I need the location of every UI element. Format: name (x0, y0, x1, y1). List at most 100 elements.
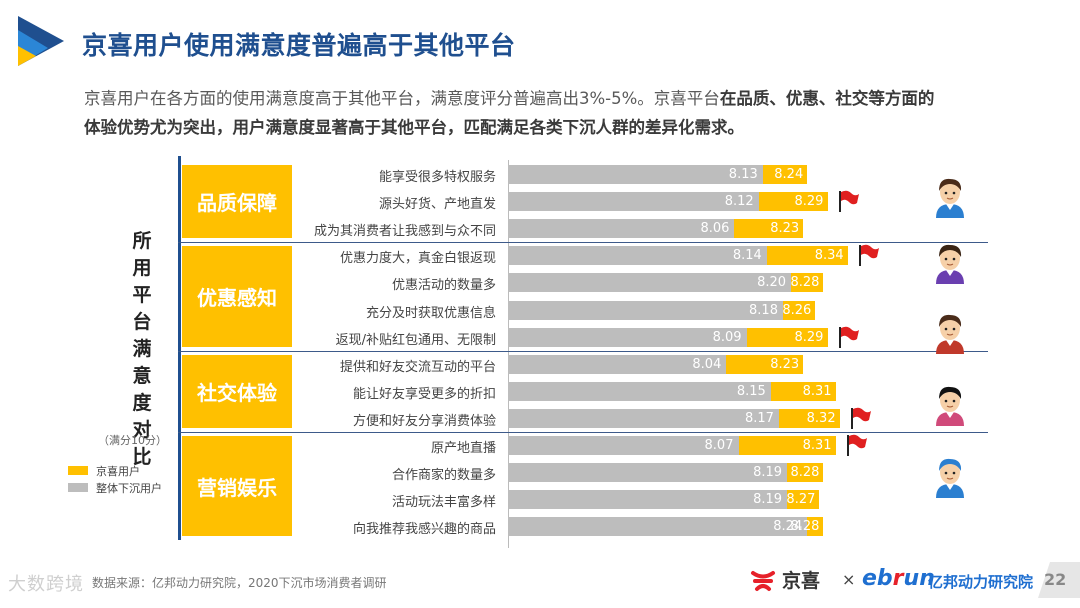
row-label: 活动玩法丰富多样 (391, 495, 496, 511)
value-label-jingxi: 8.29 (794, 329, 824, 345)
jingxi-logo-icon (751, 570, 775, 591)
value-label-jingxi: 8.34 (814, 248, 844, 264)
value-label-jingxi: 8.32 (806, 410, 836, 426)
brand-logo-icon (18, 16, 64, 66)
bar-overall (508, 381, 771, 401)
row-label: 优惠力度大，真金白银返现 (339, 251, 496, 267)
category-box-4: 营销娱乐 (182, 436, 292, 537)
value-label-overall: 8.09 (712, 329, 742, 345)
row-label: 返现/补贴红包通用、无限制 (335, 332, 496, 348)
red-flag-icon (838, 190, 859, 213)
vertical-axis-label: 所用平台满意度对比 (132, 230, 152, 468)
institute-name: 亿邦动力研究院 (928, 573, 1034, 591)
row-label: 合作商家的数量多 (391, 468, 496, 484)
legend-item-overall: 整体下沉用户 (68, 479, 162, 496)
legend-swatch-overall (68, 483, 88, 492)
row-label: 方便和好友分享消费体验 (352, 413, 496, 429)
collab-times: × (842, 570, 856, 589)
value-label-overall: 8.07 (704, 438, 734, 453)
ebrun-part-1: eb (862, 566, 893, 591)
row-label: 能让好友享受更多的折扣 (352, 386, 496, 402)
value-label-overall: 8.17 (744, 410, 774, 426)
row-label: 优惠活动的数量多 (391, 278, 496, 294)
ebrun-part-3: un (903, 566, 935, 591)
bar-overall (508, 300, 784, 320)
category-divider-line (178, 156, 181, 541)
category-separator (178, 431, 988, 433)
value-label-overall: 8.24 (773, 519, 803, 535)
value-label-overall: 8.14 (732, 248, 762, 264)
ebrun-brand: ebrun (862, 566, 935, 591)
value-label-overall: 8.20 (757, 275, 787, 291)
red-flag-icon (838, 326, 859, 348)
value-label-jingxi: 8.28 (790, 519, 820, 535)
category-separator (178, 242, 988, 244)
value-label-overall: 8.06 (700, 221, 730, 237)
bar-overall (508, 192, 759, 212)
avatar-girl-icon (936, 386, 964, 426)
value-label-overall: 8.15 (736, 383, 766, 399)
jingxi-brand: 京喜 (750, 566, 820, 593)
bar-overall (508, 246, 767, 266)
value-label-overall: 8.13 (728, 167, 758, 182)
jingxi-brand-text: 京喜 (782, 570, 821, 592)
value-label-jingxi: 8.23 (770, 221, 800, 237)
bar-overall (508, 165, 763, 184)
value-label-overall: 8.12 (724, 194, 754, 210)
red-flag-icon (850, 407, 871, 429)
intro-paragraph: 京喜用户在各方面的使用满意度高于其他平台，满意度评分普遍高出3%-5%。京喜平台… (84, 84, 1044, 142)
value-label-jingxi: 8.26 (782, 302, 812, 318)
bar-overall (508, 327, 747, 347)
value-label-jingxi: 8.31 (802, 438, 832, 453)
avatar-cap-boy-icon (936, 458, 964, 498)
intro-bold-1: 在品质、优惠、社交等方面的 (719, 89, 935, 108)
avatar-glasses-man-icon (936, 314, 964, 354)
row-label: 充分及时获取优惠信息 (365, 305, 496, 321)
red-flag-icon (858, 245, 879, 267)
row-label: 向我推荐我感兴趣的商品 (352, 522, 496, 538)
value-label-jingxi: 8.28 (790, 275, 820, 291)
page-number: 22 (1044, 570, 1067, 589)
value-label-jingxi: 8.24 (774, 167, 804, 182)
category-separator (178, 350, 988, 352)
value-label-jingxi: 8.31 (802, 383, 832, 399)
watermark: 大数跨境 (8, 574, 84, 595)
ebrun-part-2: r (892, 566, 904, 591)
scale-note: （满分10分） (98, 434, 167, 447)
legend-label-overall: 整体下沉用户 (96, 481, 162, 495)
row-label: 源头好货、产地直发 (378, 197, 496, 213)
avatar-woman-icon (936, 244, 964, 284)
value-label-overall: 8.18 (749, 302, 778, 318)
red-flag-icon (846, 434, 867, 456)
bar-overall (508, 463, 788, 483)
value-label-overall: 8.19 (753, 492, 783, 508)
category-box-1: 品质保障 (182, 165, 292, 239)
value-label-jingxi: 8.27 (786, 492, 816, 508)
bar-overall (508, 490, 788, 510)
value-label-jingxi: 8.29 (794, 194, 824, 210)
value-axis-line (508, 160, 509, 548)
legend-item-jingxi: 京喜用户 (68, 462, 162, 479)
category-box-2: 优惠感知 (182, 246, 292, 347)
bar-overall (508, 354, 727, 374)
bar-overall (508, 273, 792, 293)
avatar-young-man-icon (936, 178, 964, 218)
row-label: 提供和好友交流互动的平台 (339, 359, 496, 375)
value-label-overall: 8.19 (753, 465, 783, 481)
legend-swatch-jingxi (68, 466, 88, 475)
intro-bold-2: 体验优势尤为突出，用户满意度显著高于其他平台，匹配满足各类下沉人群的差异化需求。 (84, 118, 744, 137)
bar-overall (508, 436, 739, 455)
value-label-jingxi: 8.23 (770, 356, 800, 372)
chart-legend: 京喜用户 整体下沉用户 (68, 462, 162, 496)
data-source: 数据来源：亿邦动力研究院，2020下沉市场消费者调研 (92, 576, 387, 590)
bar-overall (508, 517, 808, 537)
page-title: 京喜用户使用满意度普遍高于其他平台 (82, 31, 516, 60)
category-box-3: 社交体验 (182, 354, 292, 428)
row-label: 能享受很多特权服务 (378, 170, 496, 185)
value-label-jingxi: 8.28 (790, 465, 820, 481)
legend-label-jingxi: 京喜用户 (96, 464, 140, 478)
row-label: 成为其消费者让我感到与众不同 (313, 224, 496, 240)
intro-text: 京喜用户在各方面的使用满意度高于其他平台，满意度评分普遍高出3%-5%。京喜平台 (84, 89, 720, 108)
value-label-overall: 8.04 (692, 356, 722, 372)
bar-overall (508, 219, 735, 239)
